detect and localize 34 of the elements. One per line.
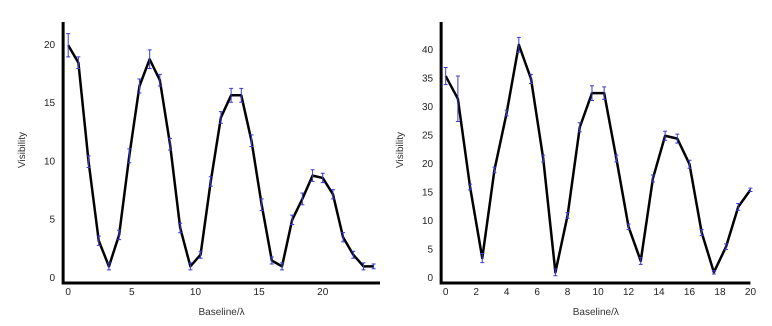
x-tick-label: 5: [129, 286, 136, 298]
y-tick-label: 20: [422, 158, 434, 170]
x-tick-label: 0: [442, 286, 449, 298]
y-tick-label: 10: [44, 156, 56, 168]
y-tick-label: 0: [428, 272, 434, 284]
x-axis-title: Baseline/λ: [198, 306, 245, 318]
y-tick-label: 40: [422, 45, 434, 56]
x-tick-label: 6: [534, 286, 540, 298]
y-tick-label: 0: [50, 272, 56, 284]
x-tick-label: 18: [714, 286, 726, 298]
y-tick-label: 5: [50, 214, 56, 226]
y-tick-label: 25: [422, 130, 434, 142]
y-tick-label: 30: [422, 102, 434, 114]
y-tick-label: 10: [422, 216, 434, 227]
x-tick-label: 10: [190, 286, 202, 298]
x-tick-label: 4: [504, 286, 510, 298]
x-tick-label: 8: [564, 286, 571, 298]
y-tick-label: 20: [44, 40, 56, 52]
y-tick-label: 15: [422, 187, 434, 198]
y-tick-label: 5: [428, 244, 434, 256]
y-axis-title: Visibility: [394, 132, 406, 168]
x-axis-title: Baseline/λ: [572, 306, 619, 318]
x-tick-label: 16: [684, 286, 696, 298]
y-tick-label: 35: [422, 74, 434, 85]
x-tick-label: 15: [254, 286, 266, 298]
x-tick-label: 10: [592, 286, 604, 298]
x-tick-label: 2: [473, 286, 480, 298]
x-tick-label: 20: [744, 286, 756, 298]
x-tick-label: 0: [65, 286, 72, 298]
y-tick-label: 15: [44, 98, 56, 110]
x-tick-label: 20: [317, 286, 329, 298]
y-axis-title: Visibility: [16, 132, 28, 168]
x-tick-label: 12: [622, 286, 635, 298]
x-tick-label: 14: [653, 286, 666, 298]
